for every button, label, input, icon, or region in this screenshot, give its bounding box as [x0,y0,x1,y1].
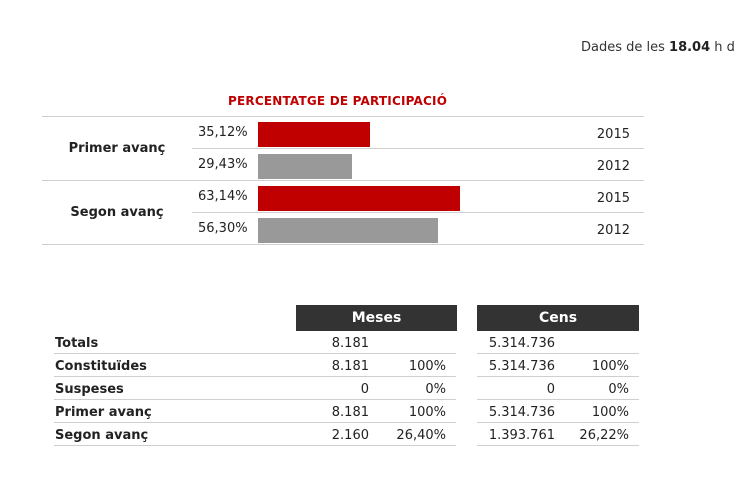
table-row: Suspeses 0 0% 0 0% [54,377,639,400]
row-label: Primer avanç [55,405,152,420]
row-divider [54,399,456,400]
participation-row: 63,14% 2015 [192,181,644,212]
participation-bar [258,154,352,179]
table-row: Primer avanç 8.181 100% 5.314.736 100% [54,400,639,423]
row-divider [54,353,456,354]
meses-header: Meses [296,305,457,331]
cens-value: 1.393.761 [488,428,555,443]
meses-percent: 26,40% [396,428,446,443]
table-row: Constituïdes 8.181 100% 5.314.736 100% [54,354,639,377]
cens-percent: 100% [591,405,629,420]
participation-row: 35,12% 2015 [192,117,644,148]
row-label: Totals [55,336,99,351]
participation-chart: Primer avanç 35,12% 2015 29,43% 2012 Seg… [42,116,644,245]
participation-bar [258,186,460,211]
percent-label: 56,30% [198,221,248,236]
update-time: 18.04 [669,40,711,55]
cens-header: Cens [477,305,639,331]
participation-group-first: Primer avanç 35,12% 2015 29,43% 2012 [42,116,644,180]
cens-percent: 0% [608,382,629,397]
participation-row: 56,30% 2012 [192,212,644,244]
update-suffix: h d [710,40,734,55]
row-label: Segon avanç [55,428,149,443]
cens-value: 5.314.736 [488,359,555,374]
year-label: 2015 [596,191,630,206]
percent-label: 63,14% [198,189,248,204]
year-label: 2015 [596,127,630,142]
cens-value: 5.314.736 [488,336,555,351]
row-divider [477,376,639,377]
percent-label: 35,12% [198,125,248,140]
meses-value: 0 [360,382,369,397]
participation-title: PERCENTATGE DE PARTICIPACIÓ [228,94,448,108]
row-divider [477,399,639,400]
group-label: Primer avanç [68,140,166,156]
row-label: Constituïdes [55,359,147,374]
meses-value: 8.181 [331,359,369,374]
cens-percent: 26,22% [579,428,629,443]
row-divider [477,353,639,354]
row-divider [54,445,456,446]
meses-value: 8.181 [331,336,369,351]
cens-percent: 100% [591,359,629,374]
table-row: Totals 8.181 5.314.736 [54,331,639,354]
participation-bar [258,122,370,147]
stats-table: Totals 8.181 5.314.736 Constituïdes 8.18… [54,331,639,446]
row-divider [477,422,639,423]
meses-value: 8.181 [331,405,369,420]
update-time-text: Dades de les 18.04 h d [581,40,734,55]
participation-group-second: Segon avanç 63,14% 2015 56,30% 2012 [42,180,644,245]
meses-value: 2.160 [331,428,369,443]
year-label: 2012 [596,159,630,174]
row-label: Suspeses [55,382,124,397]
row-divider [54,422,456,423]
meses-percent: 100% [408,405,446,420]
row-divider [477,445,639,446]
table-row: Segon avanç 2.160 26,40% 1.393.761 26,22… [54,423,639,446]
participation-bar [258,218,438,243]
meses-percent: 0% [425,382,446,397]
row-divider [54,376,456,377]
cens-value: 0 [546,382,555,397]
meses-percent: 100% [408,359,446,374]
group-label: Segon avanç [70,204,164,220]
participation-row: 29,43% 2012 [192,148,644,180]
cens-value: 5.314.736 [488,405,555,420]
percent-label: 29,43% [198,157,248,172]
year-label: 2012 [596,223,630,238]
update-prefix: Dades de les [581,40,670,55]
